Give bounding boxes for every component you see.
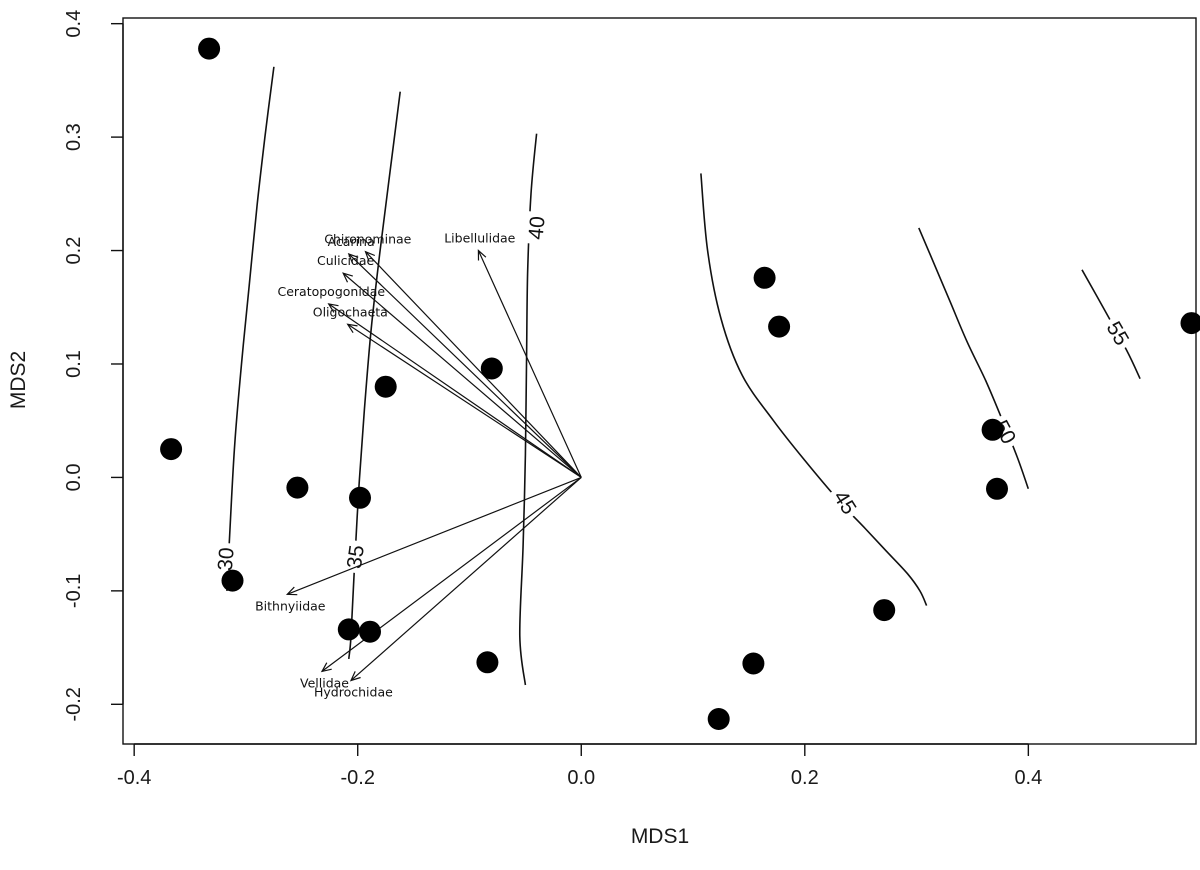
site-point [768, 315, 791, 338]
contour-label-group: 30 [211, 542, 241, 577]
y-tick-label: -0.1 [63, 574, 85, 608]
site-point [1180, 312, 1200, 335]
vector-arrowhead [342, 272, 353, 283]
site-point [349, 486, 371, 509]
contour-line-45 [700, 173, 928, 606]
vector-label: Culicidae [317, 253, 375, 268]
vector-label: Libellulidae [444, 231, 515, 246]
site-point [742, 652, 765, 675]
site-point [160, 438, 183, 461]
vector-label: Bithnyiidae [255, 598, 326, 613]
x-axis: -0.4 -0.2 0.0 0.2 0.4 [117, 743, 1042, 789]
vector-label: Oligochaeta [313, 304, 388, 319]
x-tick-label: -0.2 [340, 767, 374, 789]
vector-arrowhead [349, 671, 361, 682]
contour-label-gap [1098, 313, 1138, 354]
vector-label: Vellidae [300, 675, 349, 690]
contour-lines [226, 66, 1141, 686]
contour-label: 35 [343, 544, 369, 570]
y-axis-title: MDS2 [7, 351, 30, 409]
vector-arrowhead [320, 662, 332, 673]
contour-label-gap [522, 210, 551, 245]
vector-arrow [347, 323, 582, 478]
y-tick-label: 0.0 [63, 464, 85, 492]
site-point [707, 708, 730, 730]
contour-label-gap [825, 481, 865, 523]
vector-arrowhead [347, 252, 359, 264]
site-point [476, 651, 499, 674]
site-point [981, 418, 1004, 441]
contour-label-gap [340, 539, 371, 575]
vector-arrowhead [285, 586, 298, 596]
vector-label: Hydrochidae [314, 685, 393, 700]
contour-line-35 [348, 91, 401, 659]
site-point [198, 37, 221, 60]
x-tick-label: 0.2 [791, 767, 819, 789]
site-point [374, 375, 397, 398]
contour-label-group: 55 [1098, 313, 1138, 354]
contour-label-gap [211, 542, 241, 577]
x-axis-title: MDS1 [631, 825, 689, 848]
x-tick-label: 0.4 [1014, 767, 1042, 789]
vector-arrow [342, 272, 582, 478]
y-axis: -0.2 -0.1 0.0 0.1 0.2 0.3 0.4 [63, 10, 124, 722]
site-point [286, 476, 309, 499]
vector-label: Ceratopogonidae [277, 284, 385, 299]
vector-arrowhead [477, 249, 487, 261]
contour-label: 40 [525, 215, 550, 240]
x-tick-label: 0.0 [567, 767, 595, 789]
site-point [753, 266, 776, 289]
contour-label-group: 40 [522, 210, 551, 245]
vector-arrowhead [364, 250, 376, 262]
contour-line-30 [226, 66, 275, 591]
y-tick-label: 0.4 [63, 10, 85, 38]
vector-arrow [328, 303, 582, 478]
vector-arrow [287, 476, 582, 595]
vector-label: Chironominae [324, 232, 411, 247]
y-tick-label: -0.2 [63, 687, 85, 721]
site-point [480, 357, 503, 380]
site-point [873, 599, 896, 622]
vector-arrowhead [327, 303, 339, 313]
site-point [337, 618, 360, 641]
y-tick-label: 0.2 [63, 237, 85, 265]
contour-label-group: 35 [340, 539, 371, 575]
contour-label-group: 45 [825, 481, 865, 523]
site-point [986, 477, 1008, 500]
x-tick-label: -0.4 [117, 767, 151, 789]
vector-arrowhead [346, 323, 358, 334]
vector-label: Acarina [328, 234, 375, 249]
y-tick-label: 0.3 [63, 123, 85, 151]
y-tick-label: 0.1 [63, 350, 85, 378]
site-points [160, 37, 1200, 730]
vector-arrow [350, 476, 582, 681]
site-point [359, 620, 381, 643]
contour-line-50 [918, 227, 1030, 490]
contour-label: 30 [214, 547, 239, 572]
vector-arrow [477, 250, 582, 478]
plot-frame [122, 17, 1197, 745]
vector-arrow [365, 251, 582, 478]
vector-arrow [348, 253, 582, 478]
site-point [221, 569, 244, 592]
